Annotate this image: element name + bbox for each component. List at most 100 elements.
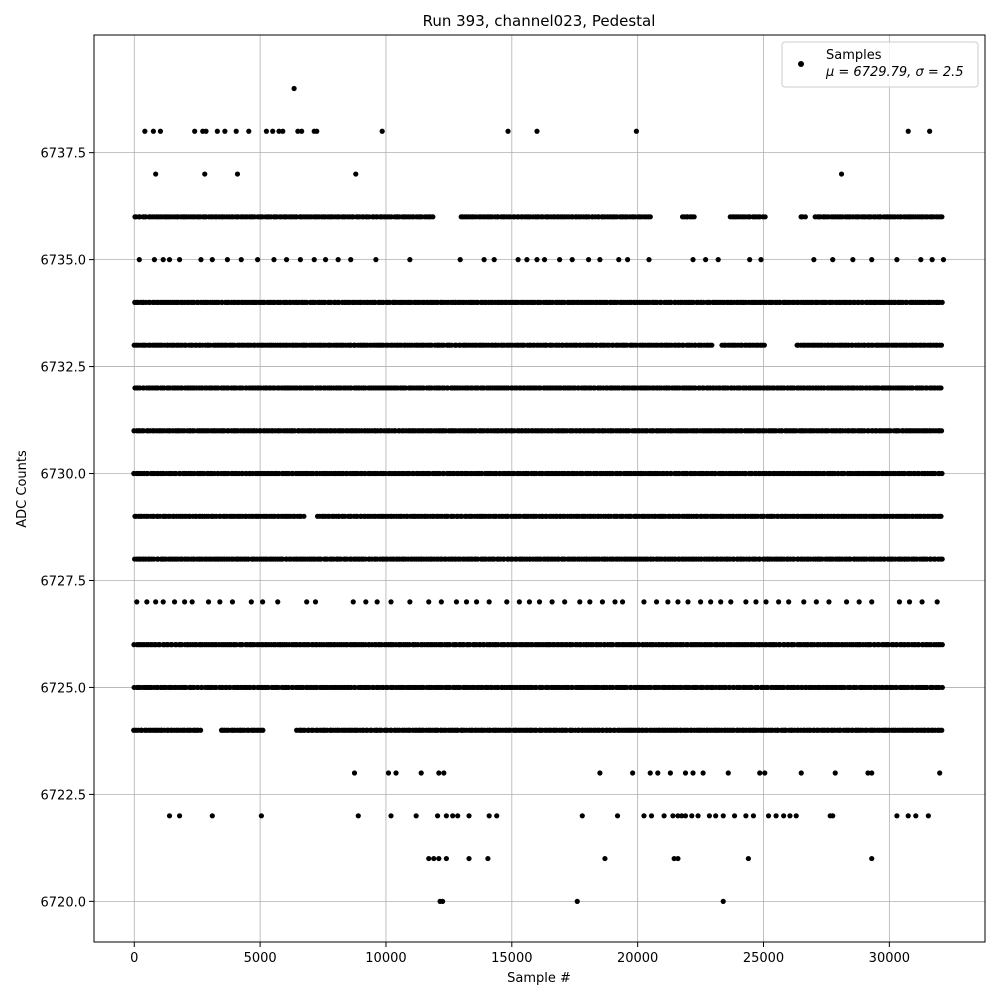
data-point [750, 813, 757, 819]
data-point [549, 599, 555, 605]
data-point [373, 257, 379, 263]
data-point [602, 855, 608, 862]
data-point [826, 599, 832, 605]
data-point [436, 770, 442, 776]
data-point [720, 813, 726, 819]
data-point [653, 599, 660, 605]
data-point [830, 813, 836, 819]
data-point [811, 257, 817, 263]
data-point [905, 813, 911, 819]
data-point [385, 770, 392, 776]
legend-marker [798, 61, 804, 67]
data-point [453, 599, 460, 605]
data-point [667, 770, 673, 776]
data-point [919, 599, 925, 605]
data-point [762, 770, 768, 776]
data-point [351, 770, 358, 776]
legend-box [781, 41, 979, 88]
data-point [314, 128, 320, 134]
data-point [647, 214, 653, 220]
data-point [597, 257, 603, 263]
data-point [348, 257, 354, 263]
data-point [270, 128, 276, 134]
data-point [541, 257, 548, 263]
data-point [939, 684, 945, 691]
data-point [647, 770, 653, 776]
y-tick-label: 6735.0 [41, 254, 87, 269]
data-point [709, 342, 715, 348]
data-point [192, 128, 198, 134]
data-point [745, 855, 752, 862]
data-point [938, 513, 944, 519]
data-point [940, 257, 947, 263]
data-point [697, 599, 704, 605]
data-point [832, 770, 838, 776]
data-point [599, 599, 606, 605]
x-tick-label: 25000 [743, 951, 784, 966]
data-point [762, 214, 768, 220]
data-point [938, 385, 944, 391]
data-point [715, 257, 721, 263]
data-point [524, 257, 530, 263]
data-point [505, 128, 511, 134]
data-point [494, 813, 500, 819]
data-point [485, 855, 491, 862]
data-point-band [132, 556, 945, 562]
data-point [374, 599, 380, 605]
data-point [142, 128, 148, 134]
data-point [426, 599, 432, 605]
data-point [927, 128, 933, 134]
data-point [407, 257, 413, 263]
data-point [616, 257, 622, 263]
data-point [246, 128, 252, 134]
data-point [198, 257, 204, 263]
x-axis-label: Sample # [507, 971, 571, 986]
data-point [787, 813, 793, 819]
data-point [648, 813, 655, 819]
chart-title: Run 393, channel023, Pedestal [423, 12, 656, 30]
x-axis: 0 5000 10000 15000 20000 25000 30000 [130, 942, 910, 966]
data-point [466, 813, 472, 819]
data-point [786, 599, 792, 605]
data-point [728, 599, 734, 605]
data-point [426, 855, 432, 862]
data-point [238, 257, 244, 263]
data-point [939, 299, 945, 305]
data-point [189, 599, 195, 605]
data-point [271, 257, 277, 263]
data-point [160, 257, 166, 263]
data-point [630, 770, 636, 776]
data-point [865, 770, 871, 776]
data-point [295, 128, 301, 134]
data-point [574, 898, 580, 904]
data-point [655, 770, 661, 776]
data-point [388, 599, 394, 605]
data-point [679, 813, 685, 819]
data-point [569, 257, 575, 263]
data-point [217, 599, 223, 605]
data-point [765, 813, 772, 819]
x-tick-label: 20000 [617, 951, 658, 966]
data-point [248, 599, 254, 605]
data-point [260, 727, 266, 733]
data-point [685, 599, 691, 605]
data-point [906, 599, 913, 605]
data-point [612, 599, 618, 605]
data-point [430, 214, 436, 220]
data-point [157, 128, 164, 134]
data-point [153, 171, 159, 177]
data-point [151, 257, 158, 263]
data-point [781, 813, 787, 819]
data-point [536, 599, 543, 605]
data-point [353, 171, 359, 177]
data-point [718, 599, 724, 605]
data-point [443, 813, 449, 819]
data-point [534, 257, 540, 263]
data-points [131, 85, 947, 904]
y-tick-label: 6722.5 [41, 788, 87, 803]
data-point [838, 171, 845, 177]
data-point [434, 813, 441, 819]
data-point [355, 813, 361, 819]
data-point [579, 813, 585, 819]
